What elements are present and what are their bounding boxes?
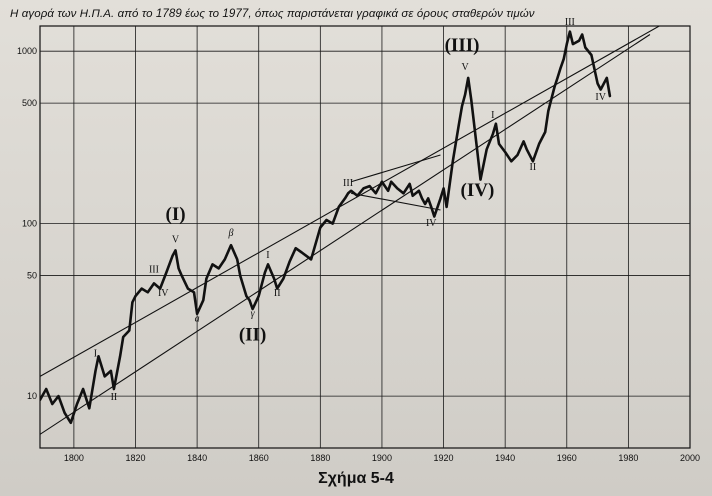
figure-caption: Σχήμα 5-4 bbox=[318, 470, 394, 487]
plot-frame bbox=[39, 25, 691, 449]
channel-line bbox=[351, 192, 441, 211]
wave-label: II bbox=[530, 162, 537, 173]
wave-label: V bbox=[172, 234, 180, 245]
channel-line bbox=[40, 26, 661, 377]
wave-label: γ bbox=[251, 308, 256, 319]
x-tick-label: 2000 bbox=[680, 453, 700, 463]
x-tick-label: 1880 bbox=[310, 453, 330, 463]
x-tick-label: 1940 bbox=[495, 453, 515, 463]
channel-line bbox=[350, 154, 441, 183]
price-series-line bbox=[40, 30, 612, 425]
y-tick-label: 1000 bbox=[17, 46, 37, 56]
x-tick-label: 1800 bbox=[64, 453, 84, 463]
wave-label: III bbox=[343, 178, 353, 189]
wave-label: (IV) bbox=[461, 180, 495, 201]
wave-label: a bbox=[195, 314, 200, 325]
wave-label: (II) bbox=[239, 325, 266, 346]
wave-label: II bbox=[274, 288, 281, 299]
y-tick-label: 50 bbox=[27, 271, 37, 281]
wave-label: III bbox=[149, 265, 159, 276]
wave-label: IV bbox=[595, 92, 606, 103]
channel-line bbox=[40, 34, 651, 435]
x-tick-label: 1960 bbox=[557, 453, 577, 463]
x-tick-label: 1900 bbox=[372, 453, 392, 463]
y-tick-label: 10 bbox=[27, 391, 37, 401]
wave-label: IV bbox=[158, 288, 169, 299]
x-tick-label: 1860 bbox=[249, 453, 269, 463]
x-tick-label: 1920 bbox=[434, 453, 454, 463]
wave-label: I bbox=[94, 348, 97, 359]
wave-label: (III) bbox=[445, 35, 480, 56]
chart-title: Η αγορά των Η.Π.Α. από το 1789 έως το 19… bbox=[10, 8, 535, 20]
wave-label: I bbox=[266, 250, 269, 261]
wave-label: β bbox=[228, 228, 234, 239]
y-tick-label: 100 bbox=[22, 219, 37, 229]
wave-label: (I) bbox=[166, 204, 186, 225]
wave-label: I bbox=[491, 110, 494, 121]
x-tick-label: 1840 bbox=[187, 453, 207, 463]
x-tick-label: 1820 bbox=[125, 453, 145, 463]
x-tick-label: 1980 bbox=[618, 453, 638, 463]
wave-label: III bbox=[565, 17, 575, 28]
y-tick-label: 500 bbox=[22, 98, 37, 108]
wave-label: IV bbox=[426, 218, 437, 229]
wave-label: V bbox=[462, 62, 470, 73]
wave-label: II bbox=[111, 392, 118, 403]
